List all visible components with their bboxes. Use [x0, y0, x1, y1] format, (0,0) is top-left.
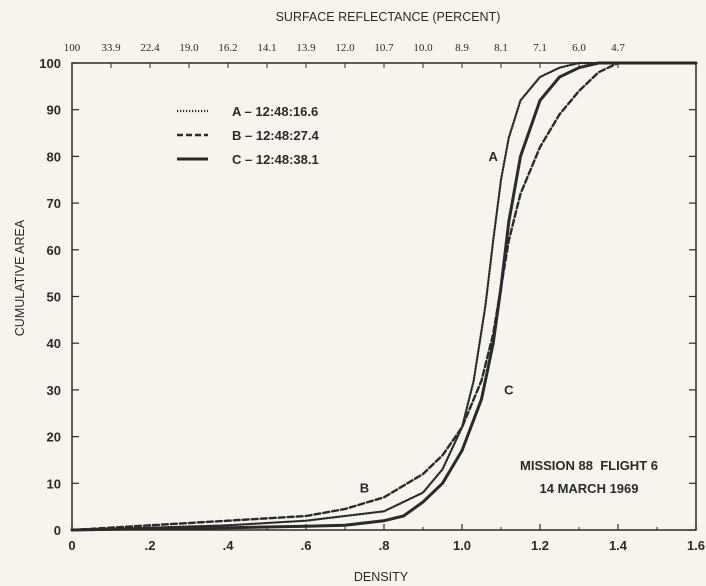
top-tick-label: 10.0 — [413, 42, 433, 54]
top-tick-label: 6.0 — [572, 42, 586, 54]
series-line-a — [70, 61, 698, 532]
x-tick-label: 1.0 — [453, 538, 471, 553]
y-tick-label: 60 — [47, 243, 61, 258]
top-tick-label: 7.1 — [533, 42, 547, 54]
y-tick-label: 80 — [47, 149, 61, 164]
curve-label-a: A — [489, 149, 499, 164]
y-tick-label: 40 — [47, 336, 61, 351]
top-tick-label: 10.7 — [374, 42, 394, 54]
series-line-b — [70, 61, 698, 532]
x-tick-label: 1.6 — [687, 538, 705, 553]
top-tick-label: 4.7 — [611, 42, 625, 54]
y-tick-label: 10 — [47, 476, 61, 491]
y-tick-label: 50 — [47, 290, 61, 305]
y-tick-label: 30 — [47, 383, 61, 398]
y-tick-label: 90 — [47, 103, 61, 118]
legend-label-a: A – 12:48:16.6 — [232, 104, 318, 119]
top-tick-label: 12.0 — [335, 42, 355, 54]
x-tick-label: .4 — [223, 538, 235, 553]
mission-annotation: MISSION 88 FLIGHT 6 14 MARCH 1969 — [520, 458, 658, 496]
x-tick-label: .6 — [301, 538, 312, 553]
legend-label-b: B – 12:48:27.4 — [232, 128, 319, 143]
x-tick-label: 0 — [68, 538, 75, 553]
curve-label-c: C — [504, 383, 514, 398]
x-tick-label: .2 — [145, 538, 156, 553]
top-tick-label: 100 — [64, 42, 81, 54]
legend: A – 12:48:16.6 B – 12:48:27.4 C – 12:48:38… — [177, 104, 319, 167]
legend-label-c: C – 12:48:38.1 — [232, 152, 319, 167]
top-tick-label: 16.2 — [218, 42, 237, 54]
top-tick-label: 8.9 — [455, 42, 469, 54]
top-tick-label: 33.9 — [101, 42, 121, 54]
top-tick-label: 19.0 — [179, 42, 199, 54]
top-tick-label: 8.1 — [494, 42, 508, 54]
x-tick-label: 1.2 — [531, 538, 549, 553]
top-tick-label: 22.4 — [140, 42, 160, 54]
y-tick-label: 100 — [39, 56, 61, 71]
y-tick-label: 0 — [54, 523, 61, 538]
y-tick-label: 20 — [47, 430, 61, 445]
x-tick-label: 1.4 — [609, 538, 628, 553]
y-axis-title: CUMULATIVE AREA — [13, 219, 27, 336]
top-axis-title: SURFACE REFLECTANCE (PERCENT) — [276, 10, 501, 24]
y-tick-label: 70 — [47, 196, 61, 211]
x-axis-title: DENSITY — [354, 570, 409, 584]
series-line-c — [70, 61, 698, 532]
annotation-line: 14 MARCH 1969 — [540, 481, 639, 496]
top-tick-label: 13.9 — [296, 42, 316, 54]
top-tick-label: 14.1 — [257, 42, 276, 54]
curve-label-b: B — [360, 481, 369, 496]
annotation-line: MISSION 88 FLIGHT 6 — [520, 458, 658, 473]
x-tick-label: .8 — [379, 538, 390, 553]
